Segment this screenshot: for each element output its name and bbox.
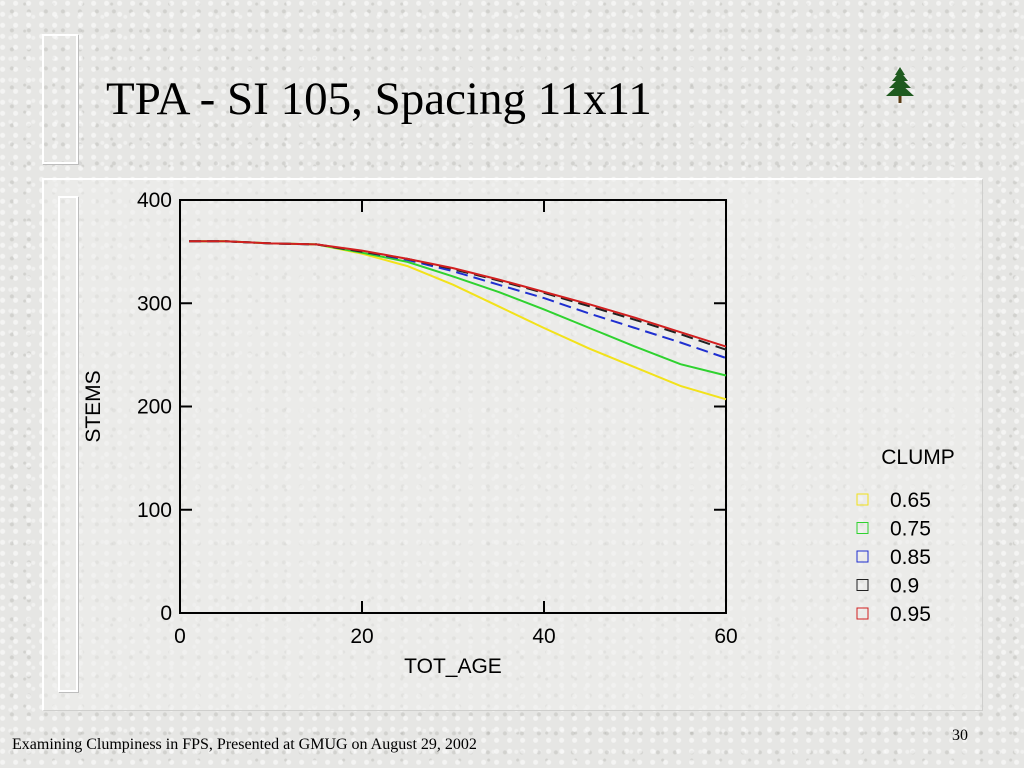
x-tick-label: 0 [174, 625, 186, 648]
tree-icon [886, 67, 914, 103]
legend-title: CLUMP [881, 446, 955, 469]
x-tick-label: 40 [532, 625, 555, 648]
legend-label: 0.9 [890, 575, 919, 598]
slide-title: TPA - SI 105, Spacing 11x11 [106, 73, 652, 125]
decorative-frame-top [42, 34, 78, 164]
series-line-0-9 [189, 240, 727, 351]
x-axis-label: TOT_AGE [404, 655, 502, 678]
y-tick-label: 200 [137, 396, 172, 419]
legend-label: 0.75 [890, 518, 931, 541]
legend-swatch [856, 550, 869, 563]
slide-footer: Examining Clumpiness in FPS, Presented a… [12, 736, 477, 753]
y-tick-label: 300 [137, 292, 172, 315]
y-tick-label: 100 [137, 499, 172, 522]
plot-area-frame [179, 199, 727, 614]
legend-swatch [856, 493, 869, 506]
legend-swatch [856, 579, 869, 591]
legend-swatch [856, 522, 869, 534]
y-tick-label: 400 [137, 189, 172, 212]
legend-label: 0.65 [890, 489, 931, 512]
legend-label: 0.95 [890, 603, 931, 626]
legend-label: 0.85 [890, 546, 931, 569]
page-number: 30 [952, 727, 968, 744]
series-line-0-85 [189, 240, 727, 359]
plot-panel [42, 178, 983, 711]
series-line-0-95 [189, 240, 727, 348]
decorative-frame-inner [58, 196, 78, 692]
x-tick-label: 20 [350, 625, 373, 648]
x-tick-label: 60 [714, 625, 737, 648]
legend-swatch [856, 607, 869, 620]
y-axis-label: STEMS [82, 370, 105, 442]
series-line-0-75 [189, 240, 727, 377]
y-tick-label: 0 [160, 602, 172, 625]
